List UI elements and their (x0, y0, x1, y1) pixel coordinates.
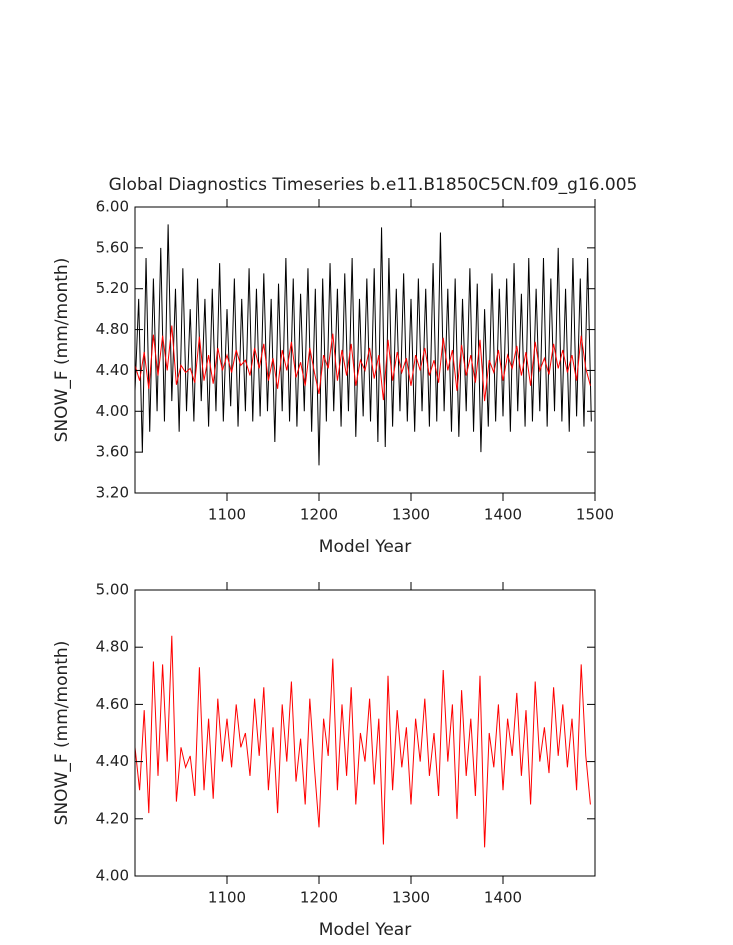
x-tick-label: 1300 (392, 506, 430, 524)
x-tick-label: 1200 (300, 889, 338, 907)
x-axis-label: Model Year (319, 920, 411, 940)
y-axis-label: SNOW_F (mm/month) (52, 258, 72, 443)
y-tick-label: 3.60 (96, 443, 129, 461)
y-tick-label: 4.00 (96, 867, 129, 885)
y-tick-label: 4.40 (96, 752, 129, 770)
y-axis-label: SNOW_F (mm/month) (52, 641, 72, 826)
chart-title: Global Diagnostics Timeseries b.e11.B185… (109, 175, 638, 195)
y-tick-label: 5.20 (96, 279, 129, 297)
data-line (134, 635, 591, 848)
y-tick-label: 5.60 (96, 238, 129, 256)
x-tick-label: 1400 (484, 889, 522, 907)
y-tick-label: 4.20 (96, 809, 129, 827)
x-tick-label: 1100 (208, 506, 246, 524)
x-tick-label: 1200 (300, 506, 338, 524)
y-tick-label: 4.40 (96, 361, 129, 379)
y-tick-label: 4.80 (96, 320, 129, 338)
plot-frame (134, 206, 596, 494)
x-axis-label: Model Year (319, 537, 411, 557)
y-tick-label: 3.20 (96, 484, 129, 502)
y-tick-label: 6.00 (96, 198, 129, 216)
x-tick-label: 1100 (208, 889, 246, 907)
y-tick-label: 4.00 (96, 402, 129, 420)
plot-frame (134, 589, 596, 877)
x-tick-label: 1500 (576, 506, 614, 524)
y-tick-label: 5.00 (96, 581, 129, 599)
data-line (134, 224, 592, 466)
x-tick-label: 1400 (484, 506, 522, 524)
x-tick-label: 1300 (392, 889, 430, 907)
data-line (134, 325, 591, 402)
y-tick-label: 4.60 (96, 695, 129, 713)
y-tick-label: 4.80 (96, 638, 129, 656)
